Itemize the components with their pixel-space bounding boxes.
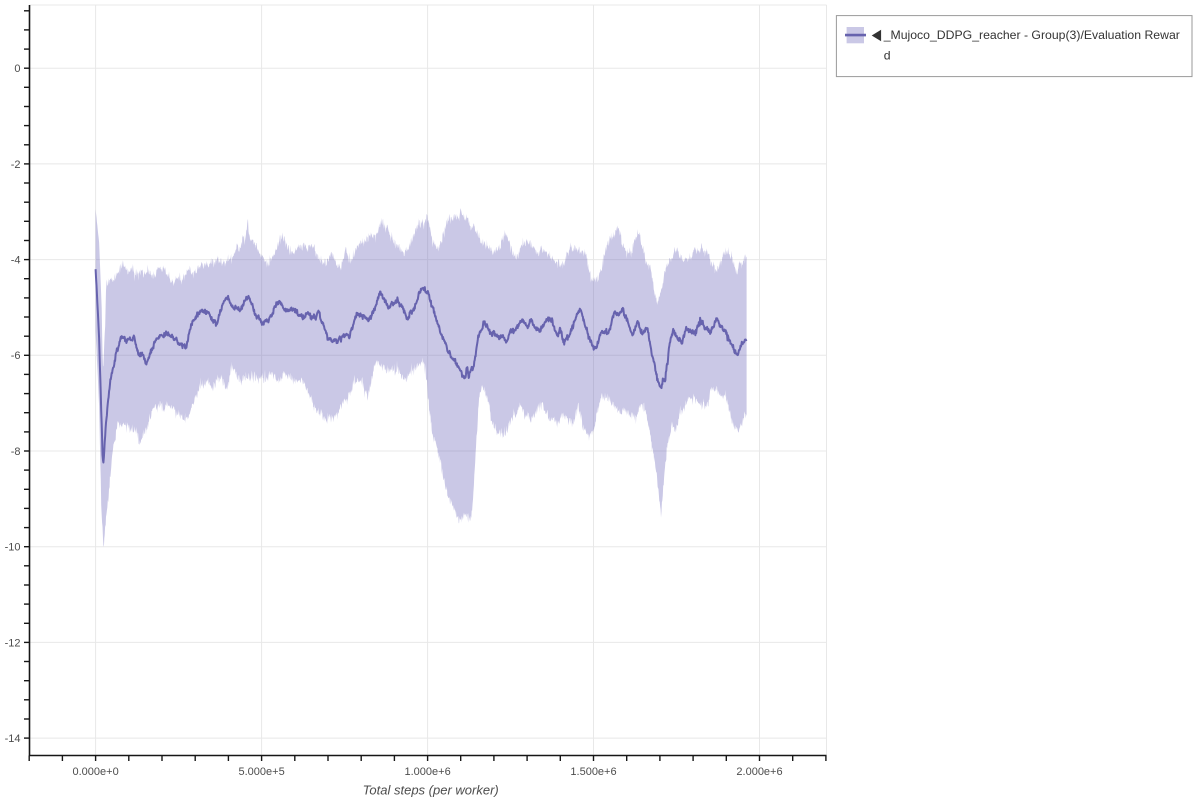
svg-text:5.000e+5: 5.000e+5 [239,766,285,778]
svg-text:2.000e+6: 2.000e+6 [736,766,782,778]
svg-text:-14: -14 [5,733,21,745]
svg-text:0.000e+0: 0.000e+0 [73,766,119,778]
svg-text:-12: -12 [5,637,21,649]
svg-text:-8: -8 [11,446,21,458]
svg-text:-2: -2 [11,159,21,171]
svg-text:Total steps (per worker): Total steps (per worker) [363,783,499,798]
svg-text:_Mujoco_DDPG_reacher - Group(3: _Mujoco_DDPG_reacher - Group(3)/Evaluati… [883,28,1180,42]
svg-text:-6: -6 [11,350,21,362]
svg-text:d: d [884,49,891,63]
svg-text:1.000e+6: 1.000e+6 [405,766,451,778]
svg-text:0: 0 [14,63,20,75]
svg-text:-10: -10 [5,542,21,554]
svg-text:1.500e+6: 1.500e+6 [570,766,616,778]
svg-text:-4: -4 [11,255,21,267]
